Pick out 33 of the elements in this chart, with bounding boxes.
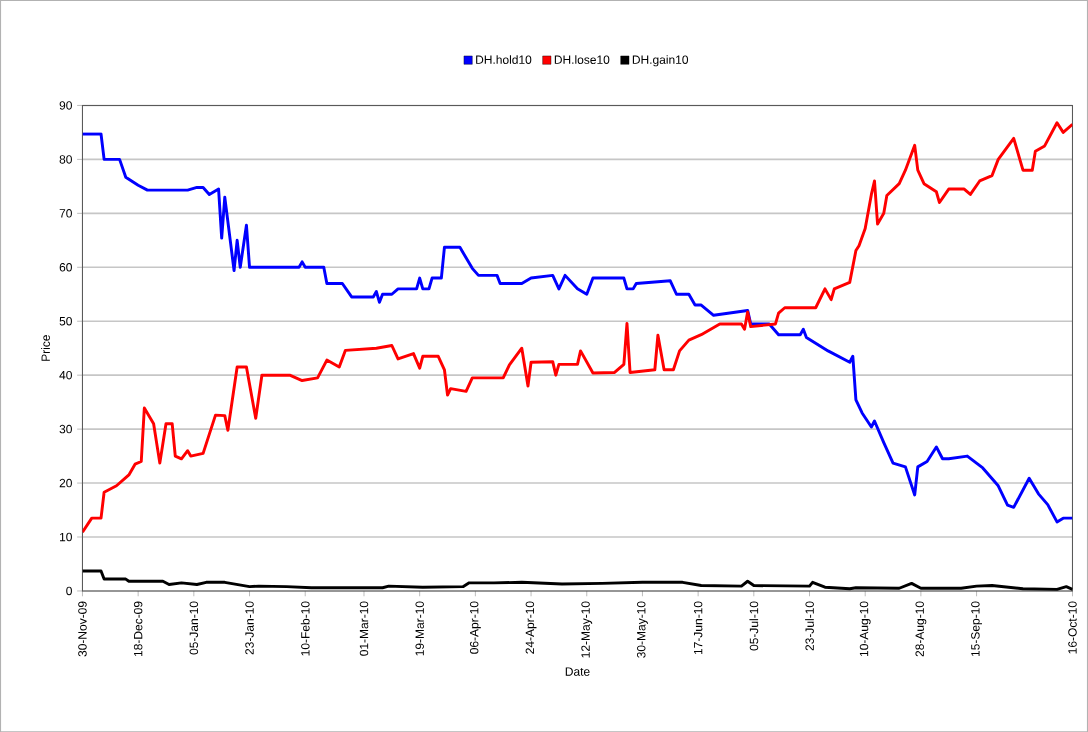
x-tick-label: 01-Mar-10 — [359, 601, 369, 656]
y-tick-label: 40 — [59, 370, 72, 380]
x-tick-label: 05-Jan-10 — [189, 601, 199, 655]
y-tick-label: 10 — [60, 532, 72, 542]
x-tick-label: 17-Jun-10 — [693, 601, 703, 654]
x-tick-label: 15-Sep-10 — [971, 601, 982, 656]
x-tick-label: 10-Feb-10 — [300, 601, 310, 656]
x-tick-label: 12-May-10 — [581, 601, 593, 658]
x-tick-label: 30-May-10 — [637, 601, 648, 658]
x-tick-label: 24-Apr-10 — [525, 601, 537, 654]
y-tick-label: 90 — [59, 101, 72, 110]
legend-label: DH.hold10 — [476, 54, 532, 64]
y-tick-label: 20 — [59, 478, 72, 488]
legend-label: DH.gain10 — [632, 54, 689, 67]
y-axis-title: Price — [41, 334, 50, 361]
x-tick-label: 28-Aug-10 — [915, 601, 927, 657]
x-tick-label: 06-Apr-10 — [469, 601, 481, 654]
y-tick-label: 30 — [59, 424, 72, 434]
x-tick-label: 05-Jul-10 — [749, 601, 759, 651]
x-tick-label: 18-Dec-09 — [133, 601, 143, 656]
x-axis-title: Date — [565, 667, 590, 676]
x-tick-label: 23-Jan-10 — [245, 601, 254, 655]
legend-label: DH.lose10 — [554, 54, 610, 64]
y-tick-label: 50 — [59, 316, 72, 326]
x-tick-label: 30-Nov-09 — [78, 601, 87, 657]
x-tick-label: 19-Mar-10 — [415, 601, 424, 656]
x-tick-label: 23-Jul-10 — [805, 601, 814, 651]
y-tick-label: 0 — [66, 586, 72, 596]
x-tick-label: 10-Aug-10 — [859, 601, 871, 656]
y-tick-label: 60 — [59, 262, 72, 272]
x-tick-label: 16-Oct-10 — [1068, 601, 1077, 654]
y-tick-label: 80 — [59, 154, 72, 164]
y-tick-label: 70 — [59, 208, 72, 218]
